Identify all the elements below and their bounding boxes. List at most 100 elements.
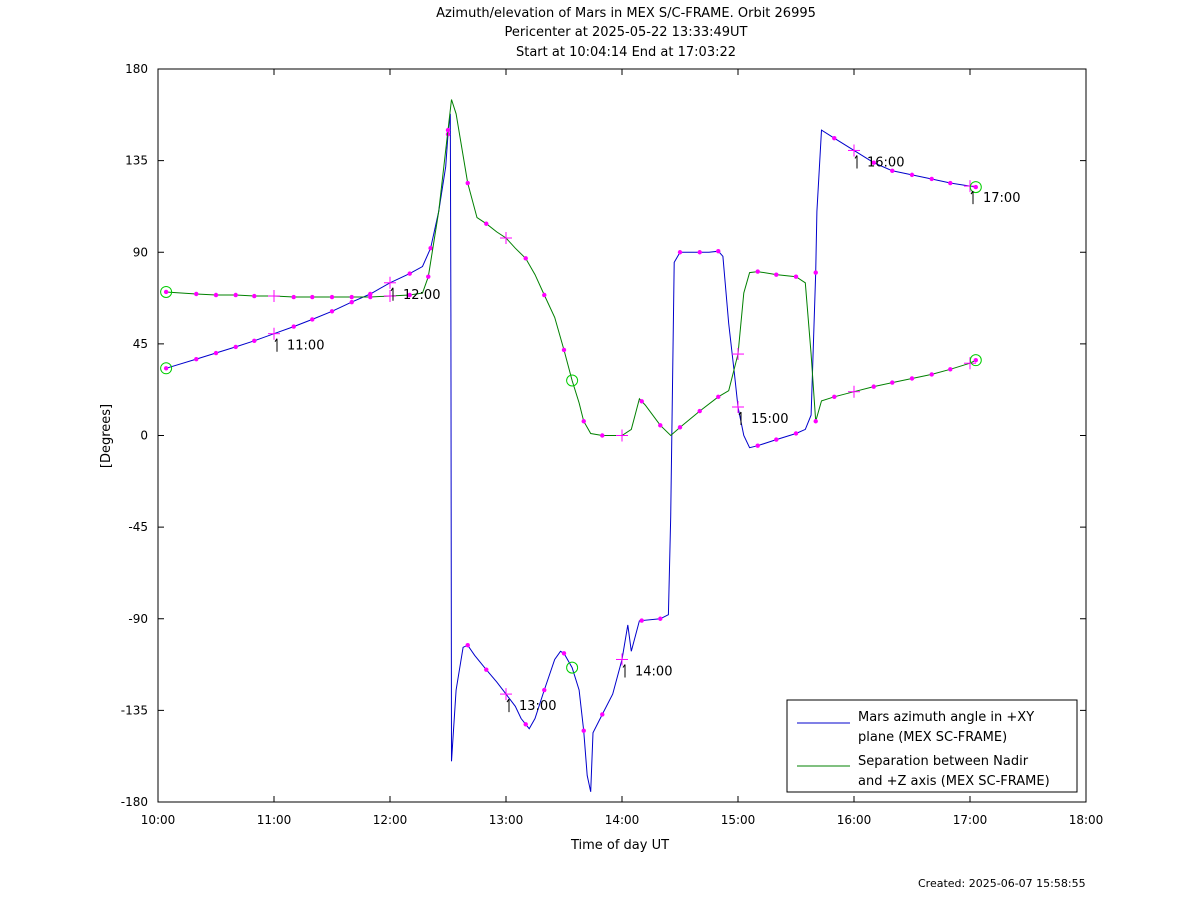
series-1-event-circle	[566, 374, 579, 387]
series-0-point	[600, 712, 605, 717]
series-0-event-circle	[969, 181, 982, 194]
series-1-point	[329, 294, 335, 300]
legend: Mars azimuth angle in +XY plane (MEX SC-…	[786, 699, 1078, 793]
hour-label: 12:00	[403, 288, 440, 303]
series-1-point	[407, 292, 412, 298]
series-0-point	[697, 250, 702, 255]
x-tick-label: 14:00	[605, 813, 640, 827]
series-0-point	[233, 344, 238, 350]
legend-label-azimuth-line-1: Mars azimuth angle in +XY	[858, 710, 1034, 725]
hour-label: 17:00	[983, 191, 1020, 206]
series-0-point	[948, 180, 953, 186]
series-0-point	[677, 250, 683, 255]
y-axis-label: [Degrees]	[99, 404, 114, 468]
title-line-1: Azimuth/elevation of Mars in MEX S/C-FRA…	[436, 6, 816, 21]
hour-label: 15:00	[751, 412, 788, 427]
axes: 10:00 11:00 12:00 13:00 14:00 15:00 16:00 17:00…	[121, 62, 1104, 827]
series-1-point	[484, 221, 489, 226]
series-0-point	[774, 437, 779, 442]
legend-label-azimuth-line-2: plane (MEX SC-FRAME)	[858, 730, 1007, 745]
x-tick-label: 13:00	[489, 813, 524, 827]
hour-tick-arrow	[622, 664, 626, 668]
y-tick-label: 0	[140, 429, 148, 443]
series-0-point	[973, 184, 978, 190]
series-0-point	[252, 338, 257, 344]
series-1-point	[252, 293, 257, 299]
series-0-event-circle	[566, 661, 579, 674]
series-1-point	[581, 419, 586, 424]
hour-label: 13:00	[519, 699, 556, 714]
hour-tick-arrow	[274, 338, 278, 342]
series-0-point	[658, 616, 663, 621]
series-0-point	[163, 366, 169, 371]
series-1-point	[871, 384, 876, 389]
series-0-point	[484, 667, 489, 672]
series-1-event-circle	[969, 354, 982, 367]
series-1-point	[465, 180, 470, 186]
series-1-event-circle	[160, 285, 173, 298]
y-tick-label: -180	[121, 795, 148, 809]
x-tick-label: 11:00	[257, 813, 292, 827]
series-0-point	[890, 168, 895, 174]
y-tick-label: -90	[128, 612, 148, 626]
series-0-point	[716, 249, 721, 254]
series-0-point	[523, 722, 528, 727]
x-tick-label: 12:00	[373, 813, 408, 827]
series-1-point	[233, 292, 238, 298]
series-0-point	[310, 317, 315, 322]
legend-label-separation-line-1: Separation between Nadir	[858, 754, 1029, 769]
y-tick-label: 90	[133, 245, 148, 259]
x-tick-label: 10:00	[141, 813, 176, 827]
series-1-point	[310, 294, 315, 300]
series-1-point	[716, 394, 721, 400]
series-0-point	[542, 687, 547, 693]
y-tick-label: -45	[128, 520, 148, 534]
series-1-point	[523, 256, 528, 261]
series-1-point	[948, 367, 953, 372]
series-1-point	[445, 127, 451, 133]
series-0-point	[194, 356, 199, 362]
hour-tick-arrow	[738, 411, 742, 416]
series-0-point	[428, 245, 433, 251]
chart-title: Azimuth/elevation of Mars in MEX S/C-FRA…	[436, 6, 816, 60]
series-0-point	[793, 431, 799, 436]
x-tick-label: 15:00	[721, 813, 756, 827]
series-0-point	[639, 618, 644, 623]
series-0-point	[349, 299, 354, 305]
series-0-point	[813, 270, 818, 275]
legend-label-separation-line-2: and +Z axis (MEX SC-FRAME)	[858, 774, 1050, 789]
series-0-point	[755, 443, 760, 448]
created-timestamp: Created: 2025-06-07 15:58:55	[918, 877, 1086, 890]
title-line-3: Start at 10:04:14 End at 17:03:22	[516, 45, 736, 60]
series-line-1	[166, 99, 977, 437]
series-0-point	[465, 643, 470, 648]
title-line-2: Pericenter at 2025-05-22 13:33:49UT	[504, 25, 747, 40]
series-0-point	[929, 176, 934, 182]
series-0-point	[329, 309, 335, 314]
x-tick-label: 17:00	[953, 813, 988, 827]
series-1-point	[677, 425, 683, 430]
series-0-point	[871, 160, 876, 165]
series-1-point	[909, 376, 915, 381]
series-1-point	[163, 289, 169, 295]
y-tick-label: 45	[133, 337, 148, 351]
series-1-point	[542, 292, 547, 298]
series-1-point	[194, 291, 199, 297]
y-tick-label: 180	[125, 62, 148, 76]
hour-tick-arrow	[506, 698, 510, 703]
series-1-point	[658, 423, 663, 428]
hour-tick-arrow	[970, 190, 974, 195]
hour-tick-arrow	[390, 287, 394, 292]
series-1-point	[426, 274, 431, 279]
series-0-point	[291, 324, 296, 329]
series-1-point	[793, 274, 799, 279]
x-tick-label: 16:00	[837, 813, 872, 827]
series-line-0	[165, 113, 976, 792]
series-1-point	[832, 394, 837, 400]
hour-label: 16:00	[867, 155, 904, 170]
series-0-point	[213, 350, 219, 356]
series-1-point	[349, 294, 354, 300]
series-0-point	[909, 172, 915, 178]
hour-tick-arrow	[854, 155, 858, 159]
